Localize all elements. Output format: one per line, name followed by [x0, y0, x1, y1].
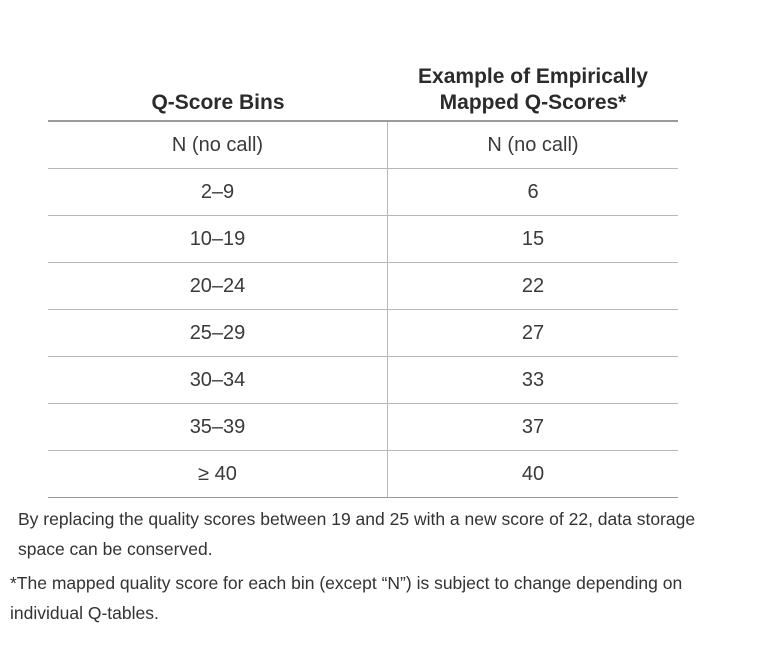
table-row: 20–24 22	[48, 263, 678, 310]
mapped-cell: 22	[521, 274, 545, 297]
mapped-cell: 40	[521, 462, 545, 485]
table-row: 10–19 15	[48, 216, 678, 263]
bin-cell: 35–39	[48, 404, 388, 450]
mapped-cell: 37	[521, 415, 545, 438]
q-score-table: Q-Score Bins Example of Empirically Mapp…	[48, 56, 678, 498]
table-row: 25–29 27	[48, 310, 678, 357]
table-row: 2–9 6	[48, 169, 678, 216]
header-mapped-q-scores: Example of Empirically Mapped Q-Scores*	[418, 65, 648, 114]
bin-cell: ≥ 40	[48, 451, 388, 497]
header-q-score-bins: Q-Score Bins	[151, 91, 285, 114]
table-row: ≥ 40 40	[48, 451, 678, 498]
mapped-cell: 6	[527, 180, 539, 203]
table-header-row: Q-Score Bins Example of Empirically Mapp…	[48, 56, 678, 122]
bin-cell: 20–24	[48, 263, 388, 309]
bin-cell: N (no call)	[48, 122, 388, 168]
table-row: 35–39 37	[48, 404, 678, 451]
table-description: By replacing the quality scores between …	[18, 509, 696, 559]
table-footnote: *The mapped quality score for each bin (…	[10, 573, 683, 623]
table-row: N (no call) N (no call)	[48, 122, 678, 169]
bin-cell: 10–19	[48, 216, 388, 262]
mapped-cell: 15	[521, 227, 545, 250]
mapped-cell: 27	[521, 321, 545, 344]
bin-cell: 2–9	[48, 169, 388, 215]
mapped-cell: N (no call)	[487, 133, 579, 156]
table-row: 30–34 33	[48, 357, 678, 404]
mapped-cell: 33	[521, 368, 545, 391]
bin-cell: 30–34	[48, 357, 388, 403]
table-body: N (no call) N (no call) 2–9 6 10–19 15 2…	[48, 122, 678, 498]
bin-cell: 25–29	[48, 310, 388, 356]
